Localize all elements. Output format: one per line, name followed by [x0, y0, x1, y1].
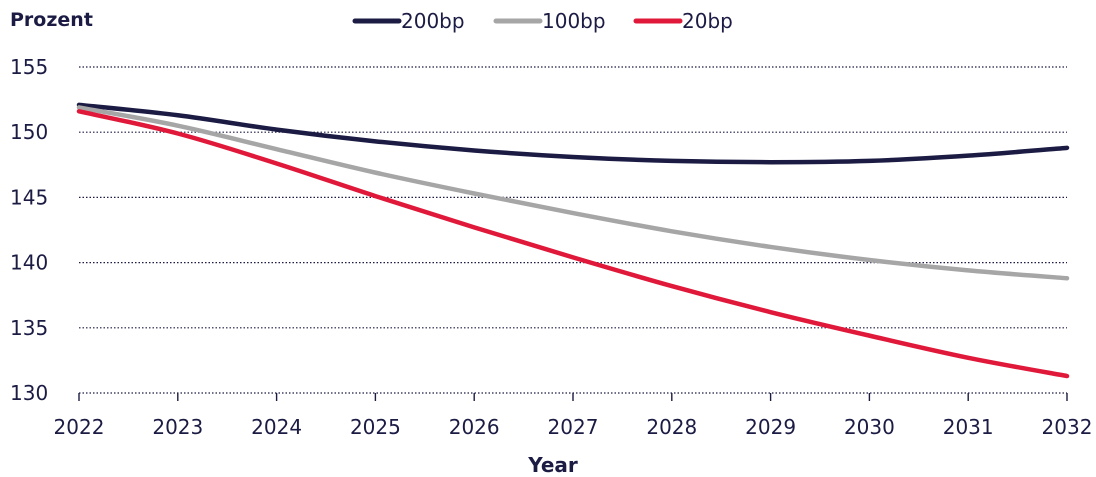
- legend: 200bp 100bp 20bp: [352, 9, 733, 33]
- x-axis-title: Year: [527, 453, 578, 477]
- y-tick-label: 135: [10, 316, 48, 340]
- x-tick-label: 2027: [548, 415, 599, 439]
- y-tick-labels: 130 135 140 145 150 155: [10, 55, 48, 405]
- x-tick-label: 2022: [54, 415, 105, 439]
- legend-label: 100bp: [542, 9, 606, 33]
- y-tick-label: 155: [10, 55, 48, 79]
- x-tick-label: 2024: [251, 415, 302, 439]
- x-tick-label: 2023: [152, 415, 203, 439]
- y-axis-title: Prozent: [10, 9, 93, 31]
- y-tick-label: 150: [10, 120, 48, 144]
- legend-item-100bp: 100bp: [493, 9, 606, 33]
- x-tick-label: 2030: [844, 415, 895, 439]
- x-tick-label: 2025: [350, 415, 401, 439]
- series-lines: [76, 102, 1070, 379]
- series-line-200bp: [76, 102, 1070, 165]
- series-line-100bp: [76, 105, 1070, 281]
- legend-item-20bp: 20bp: [633, 9, 733, 33]
- legend-label: 20bp: [682, 9, 733, 33]
- y-tick-label: 140: [10, 251, 48, 275]
- y-tick-label: 145: [10, 185, 48, 209]
- x-tick-label: 2028: [646, 415, 697, 439]
- x-axis: [78, 392, 1068, 401]
- series-line-20bp: [76, 109, 1070, 379]
- x-tick-labels: 2022 2023 2024 2025 2026 2027 2028 2029 2030 2031…: [54, 415, 1093, 439]
- x-tick-label: 2029: [745, 415, 796, 439]
- gridlines: [79, 66, 1067, 329]
- legend-item-200bp: 200bp: [352, 9, 465, 33]
- x-tick-label: 2026: [449, 415, 500, 439]
- legend-label: 200bp: [401, 9, 465, 33]
- y-tick-label: 130: [10, 381, 48, 405]
- x-tick-label: 2031: [943, 415, 994, 439]
- x-tick-label: 2032: [1042, 415, 1093, 439]
